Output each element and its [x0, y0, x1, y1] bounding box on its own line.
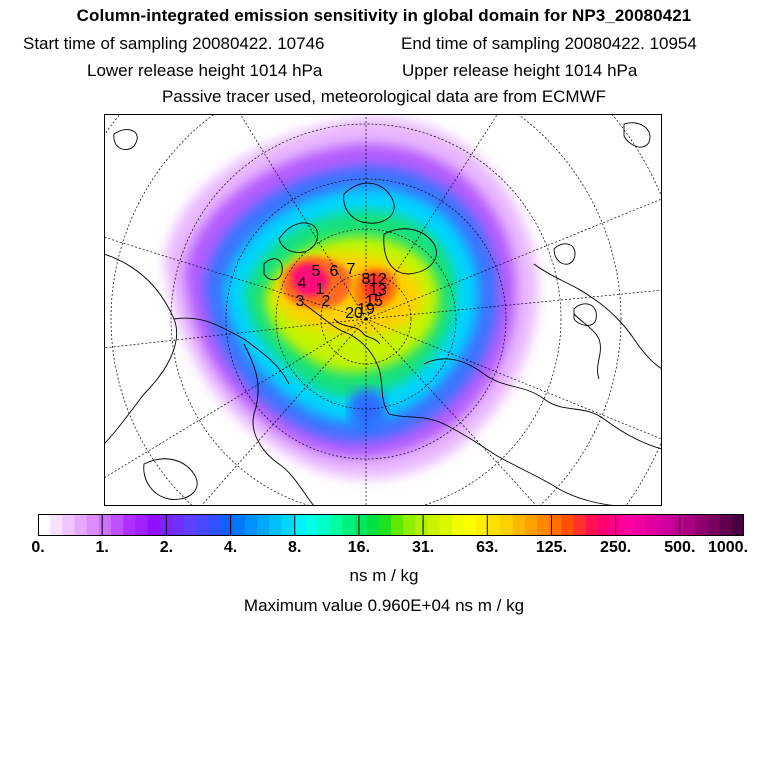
colorbar-cell	[305, 514, 319, 536]
colorbar-cell	[476, 514, 489, 536]
colorbar-tick-label: 1000.	[707, 539, 749, 556]
colorbar-cell	[244, 514, 258, 536]
colorbar-cell	[147, 514, 161, 536]
colorbar-tick-label: 8.	[288, 539, 302, 556]
colorbar-cell	[257, 514, 270, 536]
colorbar-cell	[719, 514, 733, 536]
colorbar-cell	[269, 514, 283, 536]
trajectory-label: 3	[296, 293, 305, 310]
colorbar-cell	[451, 514, 465, 536]
colorbar-cell	[524, 514, 538, 536]
colorbar-cell	[622, 514, 636, 536]
colorbar-cell	[439, 514, 453, 536]
trajectory-label: 15	[365, 293, 383, 310]
colorbar-cell	[86, 514, 100, 536]
colorbar-tick-label: 500.	[664, 539, 696, 556]
colorbar-cell	[98, 514, 112, 536]
colorbar-cell	[62, 514, 76, 536]
colorbar-tick-label: 1.	[95, 539, 109, 556]
colorbar-cell	[50, 514, 63, 536]
colorbar-cell	[232, 514, 246, 536]
colorbar-cell	[403, 514, 416, 536]
colorbar-cell	[330, 514, 343, 536]
colorbar-cell	[415, 514, 429, 536]
trajectory-label: 6	[330, 263, 339, 280]
colorbar-tick-label: 4.	[223, 539, 238, 556]
sensitivity-field	[164, 117, 538, 479]
trajectory-label: 2	[322, 293, 331, 310]
start-sampling-text: Start time of sampling 20080422. 10746	[23, 34, 325, 53]
colorbar-cell	[597, 514, 611, 536]
colorbar-cell	[281, 514, 295, 536]
trajectory-label: 20	[345, 305, 363, 322]
colorbar-cell	[500, 514, 514, 536]
colorbar-cell	[354, 514, 368, 536]
colorbar-cell	[512, 514, 526, 536]
colorbar-cell	[317, 514, 331, 536]
trajectory-label: 12	[369, 271, 387, 288]
colorbar-cell	[74, 514, 88, 536]
colorbar-cell	[683, 514, 696, 536]
colorbar-cell	[585, 514, 599, 536]
colorbar-cell	[196, 514, 210, 536]
colorbar-cell	[488, 514, 502, 536]
colorbar-cell	[731, 514, 744, 536]
trajectory-labels: 1 2 3 4 5 6 7 8 12 13 15 19 20	[296, 261, 387, 322]
units-label: ns m / kg	[349, 566, 419, 585]
colorbar-cell	[610, 514, 623, 536]
trajectory-label: 5	[312, 263, 321, 280]
trajectory-label: 4	[298, 275, 307, 292]
colorbar-tick-label: 16.	[347, 539, 371, 556]
colorbar-cell	[561, 514, 575, 536]
colorbar-cell	[646, 514, 660, 536]
colorbar-dividers	[101, 514, 681, 536]
colorbar-cell	[573, 514, 587, 536]
max-value-text: Maximum value 0.960E+04 ns m / kg	[243, 596, 525, 615]
colorbar-cell	[293, 514, 307, 536]
trajectory-label: 19	[357, 301, 375, 318]
colorbar-cell	[427, 514, 441, 536]
colorbar-cell	[208, 514, 222, 536]
colorbar-cell	[171, 514, 185, 536]
colorbar-cell	[38, 514, 51, 536]
graticule	[104, 114, 662, 506]
colorbar-cell	[220, 514, 234, 536]
colorbar-tick-label: 250.	[600, 539, 632, 556]
colorbar-cell	[549, 514, 563, 536]
colorbar-tick-label: 31.	[411, 539, 435, 556]
coastlines	[104, 122, 662, 506]
colorbar-cell	[695, 514, 709, 536]
colorbar-cell	[366, 514, 380, 536]
colorbar-cell	[111, 514, 124, 536]
trajectory-label: 8	[362, 271, 371, 288]
tracer-note: Passive tracer used, meteorological data…	[161, 87, 607, 106]
lower-release-text: Lower release height 1014 hPa	[87, 61, 323, 80]
colorbar-cell	[184, 514, 197, 536]
sensitivity-map: 1 2 3 4 5 6 7 8 12 13 15 19 20	[104, 114, 662, 506]
upper-release-text: Upper release height 1014 hPa	[402, 61, 638, 80]
colorbar-tick-label: 125.	[535, 539, 568, 556]
colorbar	[38, 514, 744, 536]
colorbar-cell	[135, 514, 149, 536]
colorbar-cell	[658, 514, 672, 536]
colorbar-tick-label: 2.	[159, 539, 174, 556]
end-sampling-text: End time of sampling 20080422. 10954	[401, 34, 697, 53]
plot-title: Column-integrated emission sensitivity i…	[76, 6, 692, 25]
colorbar-cell	[464, 514, 477, 536]
trajectory-label: 1	[316, 281, 325, 298]
colorbar-cell	[670, 514, 684, 536]
colorbar-cell	[391, 514, 404, 536]
colorbar-cell	[123, 514, 136, 536]
colorbar-tick-label: 63.	[476, 539, 499, 556]
colorbar-cell	[634, 514, 648, 536]
trajectory-label: 7	[347, 261, 356, 278]
colorbar-cell	[378, 514, 392, 536]
colorbar-cells	[38, 514, 744, 536]
colorbar-cell	[537, 514, 550, 536]
trajectory-label: 13	[369, 282, 387, 299]
colorbar-tick-label: 0.	[31, 539, 45, 556]
colorbar-cell	[707, 514, 721, 536]
colorbar-cell	[342, 514, 356, 536]
